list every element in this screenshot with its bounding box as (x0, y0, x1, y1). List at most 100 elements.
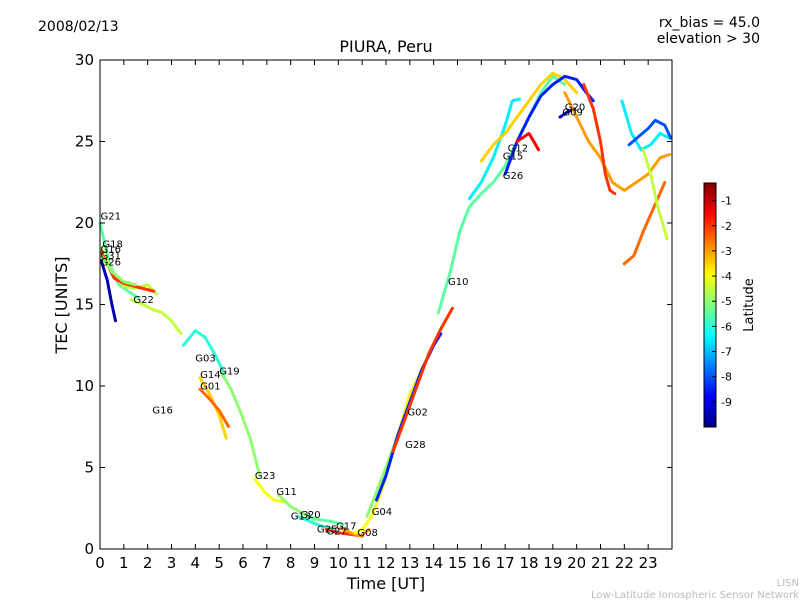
satellite-label: G14 (200, 370, 220, 381)
x-axis-label: Time [UT] (346, 574, 425, 593)
x-tick-label: 17 (496, 554, 515, 572)
series-line-g31 (99, 254, 138, 287)
colorbar-tick-label: -8 (721, 371, 732, 384)
colorbar-tick-label: -7 (721, 346, 732, 359)
y-tick-label: 25 (75, 133, 94, 151)
satellite-label: G08 (357, 528, 377, 539)
x-tick-label: 0 (95, 554, 105, 572)
x-tick-label: 7 (262, 554, 272, 572)
colorbar-tick-label: -4 (721, 270, 732, 283)
x-tick-label: 6 (238, 554, 248, 572)
y-tick-label: 10 (75, 377, 94, 395)
plot-layer: G21G18G16G31G26G22G03G14G19G01G16G23G11G… (98, 71, 673, 539)
satellite-label: G22 (133, 295, 153, 306)
y-tick-label: 30 (75, 51, 94, 69)
series-line-g20 (305, 514, 345, 526)
y-tick-label: 15 (75, 296, 94, 314)
satellite-label: G20 (565, 103, 585, 114)
series-line-g26 (99, 259, 117, 323)
satellite-label: G19 (219, 367, 239, 378)
satellite-label: G16 (101, 244, 121, 255)
satellite-label: G16 (152, 406, 172, 417)
satellite-label: G12 (508, 143, 528, 154)
series-line-g21 (98, 221, 140, 300)
date-label: 2008/02/13 (38, 19, 119, 35)
colorbar-tick-label: -6 (721, 320, 732, 333)
x-tick-label: 12 (376, 554, 395, 572)
x-tick-label: 9 (310, 554, 320, 572)
x-tick-label: 19 (543, 554, 562, 572)
x-tick-label: 2 (143, 554, 153, 572)
x-tick-label: 15 (448, 554, 467, 572)
axis-ticks: 0 1 2 3 4 5 6 7 8 9 10 11 12 13 14 15 16 17 18 19 20 21 22 2305… (75, 51, 672, 572)
series-line-g01 (198, 387, 231, 429)
series-line-g28 (391, 306, 455, 453)
series-line-g19 (220, 371, 262, 478)
x-tick-label: 1 (119, 554, 129, 572)
footer-lisn: LISN (777, 578, 799, 589)
x-tick-label: 5 (214, 554, 224, 572)
x-tick-label: 16 (472, 554, 491, 572)
x-tick-label: 14 (424, 554, 443, 572)
colorbar-tick-label: -2 (721, 220, 732, 233)
series-line-29 (627, 118, 673, 147)
x-tick-label: 10 (329, 554, 348, 572)
x-tick-label: 4 (191, 554, 201, 572)
series-line-31 (641, 148, 669, 241)
x-tick-label: 20 (567, 554, 586, 572)
x-tick-label: 23 (639, 554, 658, 572)
x-tick-label: 21 (591, 554, 610, 572)
colorbar-tick-label: -1 (721, 195, 732, 208)
satellite-label: G26 (101, 257, 121, 268)
satellite-label: G28 (405, 440, 425, 451)
series-line-g12 (467, 97, 521, 201)
series-line-g27 (339, 526, 371, 538)
colorbar-label: Latitude (742, 278, 757, 332)
colorbar (703, 182, 717, 428)
series-line-g20 (563, 91, 672, 192)
satellite-label: G21 (101, 212, 121, 223)
x-tick-label: 18 (519, 554, 538, 572)
satellite-label: G01 (200, 381, 220, 392)
x-tick-label: 8 (286, 554, 296, 572)
x-tick-label: 3 (167, 554, 177, 572)
x-tick-label: 11 (353, 554, 372, 572)
satellite-label: G15 (503, 151, 523, 162)
satellite-label: G20 (300, 510, 320, 521)
satellite-label: G10 (448, 277, 468, 288)
rx-bias-label: rx_bias = 45.0 (659, 15, 760, 31)
y-tick-label: 20 (75, 214, 94, 232)
series-line-g22 (129, 298, 183, 336)
satellite-label: G26 (503, 171, 523, 182)
footer-network: Low-Latitude Ionospheric Sensor Network (591, 590, 799, 600)
satellite-label: G31 (101, 251, 121, 262)
y-axis-label: TEC [UNITS] (52, 257, 71, 355)
series-line-28 (620, 99, 672, 152)
satellite-label: G25 (317, 525, 337, 536)
series-line-g29 (515, 131, 540, 152)
series-line-g03 (181, 329, 226, 375)
satellite-label: G09 (562, 107, 582, 118)
satellite-label: G13 (291, 512, 311, 523)
colorbar-tick-label: -9 (721, 396, 732, 409)
colorbar-tick-label: -5 (721, 295, 732, 308)
colorbar-tick-label: -3 (721, 245, 732, 258)
satellite-label: G11 (276, 487, 296, 498)
satellite-label: G02 (407, 407, 427, 418)
series-line-g23 (253, 477, 285, 504)
satellite-label: G17 (336, 521, 356, 532)
series-line-g26 (503, 74, 595, 176)
series-line-g10 (436, 74, 567, 315)
y-tick-label: 5 (84, 459, 94, 477)
chart-title: PIURA, Peru (339, 37, 432, 56)
series-line-30 (622, 180, 667, 266)
x-tick-label: 13 (400, 554, 419, 572)
satellite-label: G04 (372, 507, 392, 518)
series-line-27 (582, 83, 617, 196)
x-tick-label: 22 (615, 554, 634, 572)
colorbar-ticks: -1 -2 -3 -4 -5 -6 -7 -8 -9 (712, 195, 732, 409)
series-line-g13 (296, 514, 336, 531)
elevation-label: elevation > 30 (657, 31, 760, 47)
satellite-label: G23 (255, 471, 275, 482)
